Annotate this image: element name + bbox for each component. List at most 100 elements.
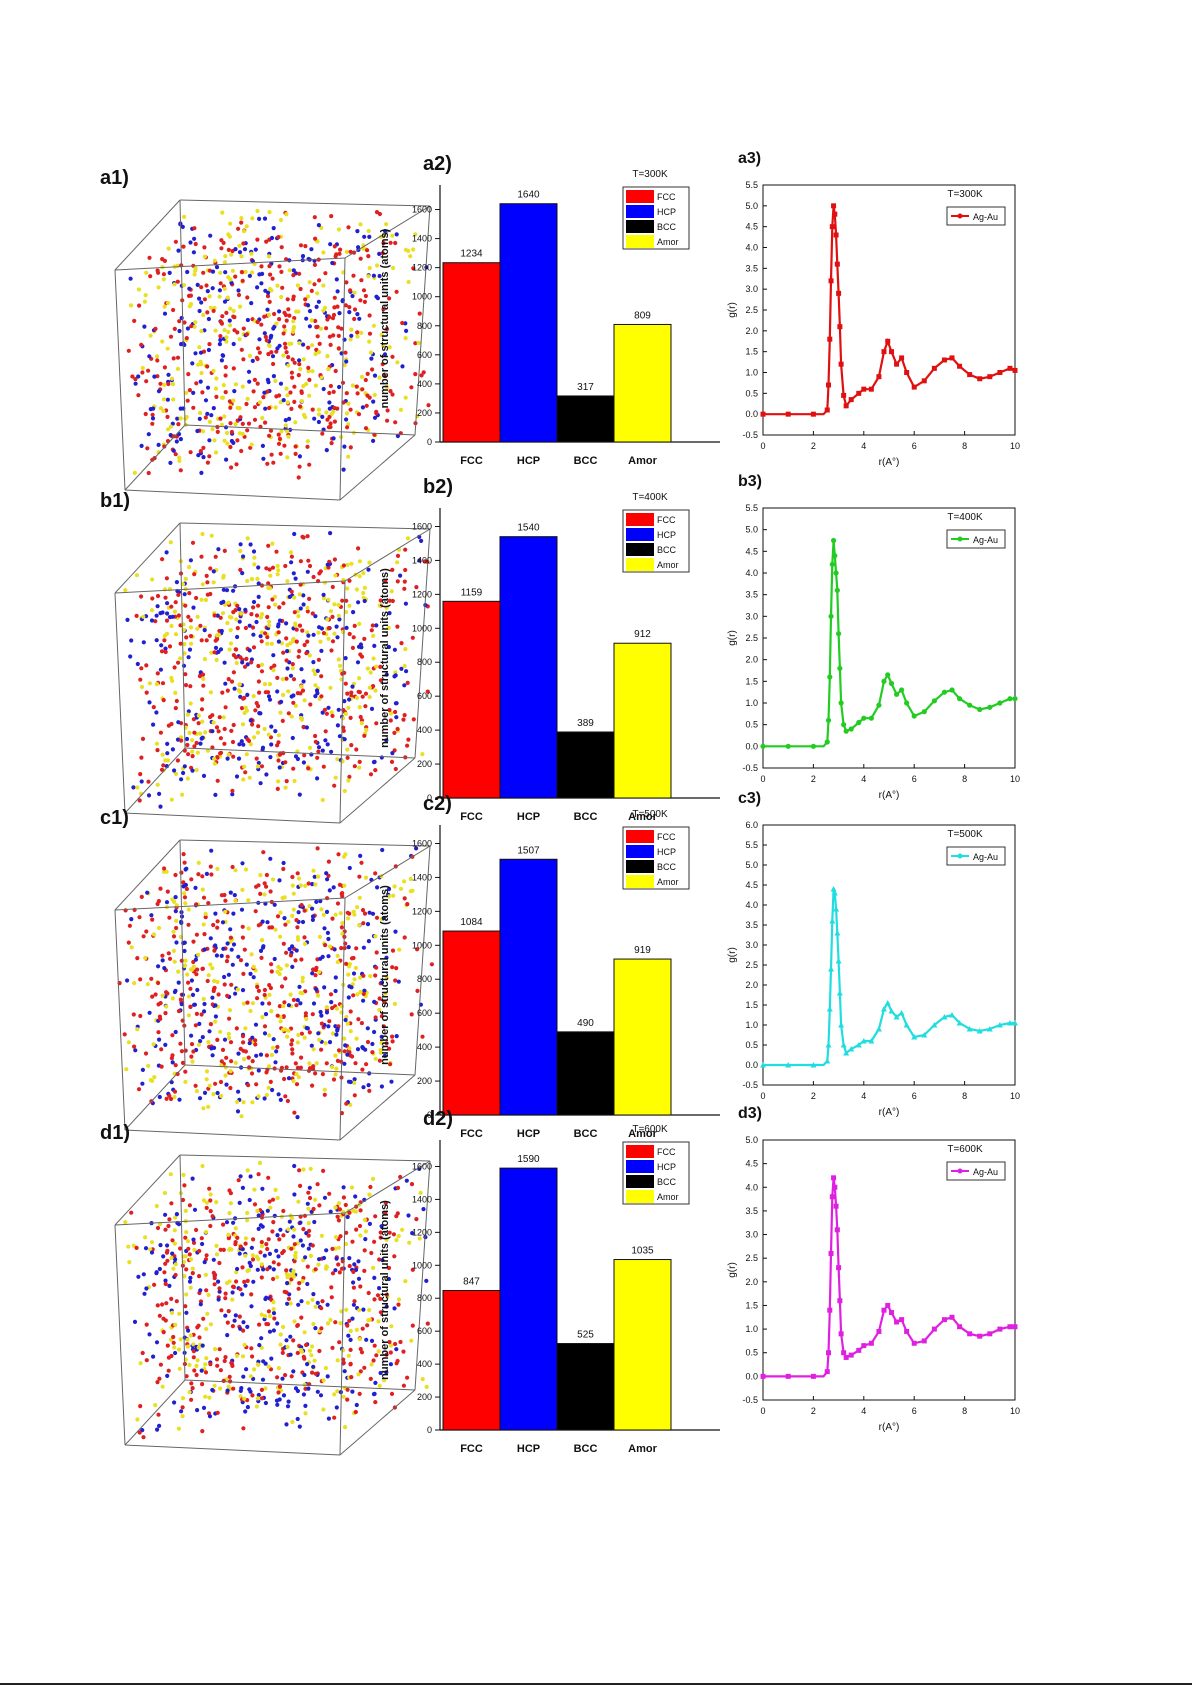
rdf-point <box>861 715 867 721</box>
rdf-y-axis-label: g(r) <box>727 630 738 646</box>
bar-bcc <box>556 1031 615 1116</box>
rdf-point <box>834 261 840 267</box>
rdf-panel-label: a3) <box>738 150 762 167</box>
rdf-y-tick-label: 2.5 <box>745 1253 758 1263</box>
legend-swatch-hcp <box>626 205 654 218</box>
bar-category-label: BCC <box>574 1443 598 1455</box>
rdf-x-tick-label: 8 <box>962 441 967 451</box>
rdf-point <box>838 1331 844 1337</box>
bar-y-axis-label: number of structural units (atoms) <box>379 1200 391 1380</box>
rdf-point <box>831 890 838 896</box>
bar-category-label: FCC <box>460 811 483 823</box>
rdf-point <box>904 1328 910 1334</box>
rdf-point <box>760 743 766 749</box>
rdf-point <box>976 1028 983 1034</box>
rdf-point <box>931 1022 938 1028</box>
bar-value-label: 389 <box>577 718 594 729</box>
rdf-point <box>829 224 835 230</box>
rdf-point <box>841 722 847 728</box>
rdf-point <box>967 372 973 378</box>
bar-category-label: HCP <box>517 455 540 467</box>
bar-value-label: 1590 <box>517 1154 540 1165</box>
rdf-y-tick-label: 0.0 <box>745 1060 758 1070</box>
rdf-point <box>848 1046 855 1052</box>
rdf-point <box>785 411 791 417</box>
rdf-point <box>986 1026 993 1032</box>
rdf-point <box>956 1020 963 1026</box>
rdf-x-tick-label: 0 <box>760 1406 765 1416</box>
rdf-y-tick-label: 4.5 <box>745 222 758 232</box>
rdf-point <box>836 290 842 296</box>
bar-y-tick-label: 1200 <box>412 906 432 916</box>
legend-swatch-amor <box>626 235 654 248</box>
rdf-point <box>893 691 900 697</box>
rdf-point <box>898 1010 905 1016</box>
rdf-y-tick-label: 3.5 <box>745 263 758 273</box>
page-bottom-rule <box>0 1683 1192 1685</box>
rdf-point <box>832 1184 838 1190</box>
legend-label: BCC <box>657 222 677 232</box>
rdf-point <box>996 1022 1003 1028</box>
legend-swatch-amor <box>626 1190 654 1203</box>
bar-category-label: Amor <box>628 455 657 467</box>
rdf-point <box>833 906 840 912</box>
bar-y-tick-label: 200 <box>417 759 432 769</box>
rdf-point <box>785 1373 791 1379</box>
legend-label: FCC <box>657 515 676 525</box>
rdf-point <box>880 1006 887 1012</box>
bar-y-tick-label: 400 <box>417 379 432 389</box>
rdf-y-tick-label: 5.0 <box>745 525 758 535</box>
rdf-point <box>997 1326 1003 1332</box>
rdf-x-tick-label: 10 <box>1010 774 1020 784</box>
rdf-y-tick-label: 4.0 <box>745 568 758 578</box>
bar-panel-label: a2) <box>423 153 452 175</box>
rdf-series-line <box>763 1177 1015 1378</box>
rdf-point <box>875 1026 882 1032</box>
rdf-point <box>868 1038 875 1044</box>
legend-label: BCC <box>657 545 677 555</box>
rdf-point <box>881 349 887 355</box>
rdf-point <box>949 355 955 361</box>
bar-fcc <box>442 600 501 799</box>
rdf-point <box>904 700 910 706</box>
rdf-x-tick-label: 8 <box>962 1406 967 1416</box>
rdf-point <box>861 386 867 392</box>
bar-temperature-label: T=400K <box>632 492 668 503</box>
rdf-y-tick-label: 5.0 <box>745 201 758 211</box>
legend-swatch-fcc <box>626 1145 654 1158</box>
bar-temperature-label: T=300K <box>632 169 668 180</box>
rdf-plot-frame <box>762 824 1016 1086</box>
rdf-point <box>899 687 905 693</box>
rdf-point <box>841 392 847 398</box>
bar-y-tick-label: 1200 <box>412 1227 432 1237</box>
rdf-point <box>843 728 849 734</box>
legend-label: HCP <box>657 207 676 217</box>
rdf-x-tick-label: 2 <box>811 1406 816 1416</box>
rdf-x-axis-label: r(A°) <box>879 457 900 468</box>
rdf-point <box>885 672 891 678</box>
bar-bcc <box>556 1343 615 1431</box>
bar-hcp <box>499 1167 558 1431</box>
rdf-point <box>827 1307 833 1313</box>
rdf-point <box>829 918 836 924</box>
rdf-point <box>957 363 963 369</box>
rdf-y-tick-label: 0.5 <box>745 1040 758 1050</box>
legend-swatch-bcc <box>626 220 654 233</box>
bar-category-label: BCC <box>574 811 598 823</box>
bar-category-label: FCC <box>460 455 483 467</box>
legend-swatch-fcc <box>626 513 654 526</box>
rdf-point <box>1012 1020 1018 1026</box>
bar-y-tick-label: 400 <box>417 725 432 735</box>
rdf-point <box>904 370 910 375</box>
rdf-point <box>826 382 832 388</box>
rdf-y-tick-label: 2.5 <box>745 633 758 643</box>
rdf-point <box>1012 1324 1018 1330</box>
legend-label: HCP <box>657 530 676 540</box>
rdf-point <box>931 698 937 704</box>
rdf-y-tick-label: 5.5 <box>745 503 758 513</box>
bar-category-label: BCC <box>574 455 598 467</box>
rdf-point <box>836 990 843 996</box>
rdf-point <box>830 886 837 892</box>
rdf-point <box>838 700 844 706</box>
